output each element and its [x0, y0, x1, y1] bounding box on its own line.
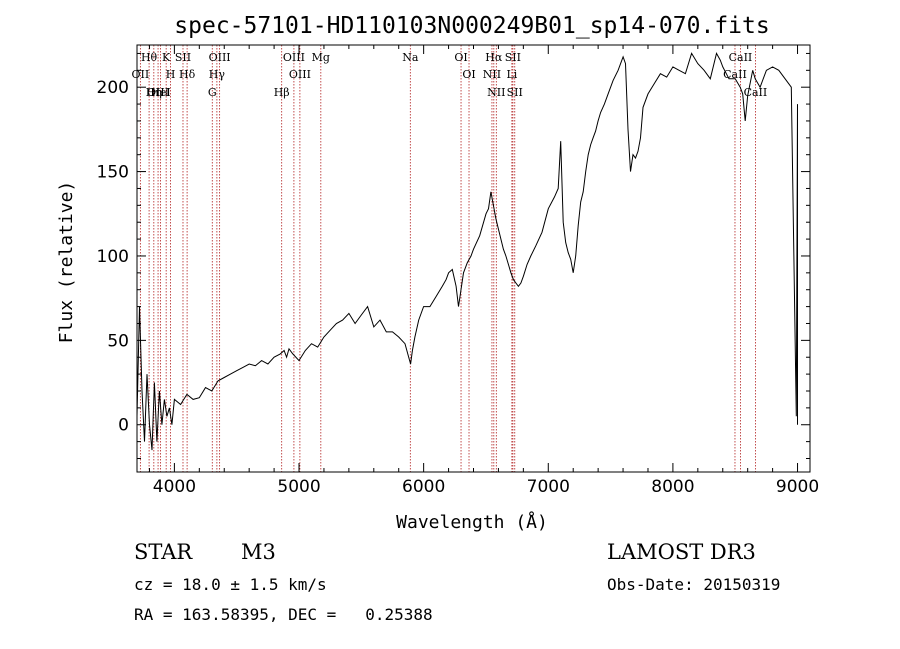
survey-name: LAMOST DR3 [607, 540, 756, 564]
y-tick-label: 150 [97, 163, 129, 183]
emission-line-label: OIII [209, 51, 231, 64]
emission-line-label: OIII [283, 51, 305, 64]
plot-frame [136, 44, 811, 473]
emission-line-label: HeI [150, 86, 170, 99]
x-tick-label: 8000 [651, 477, 694, 497]
x-axis-ticks: 4000 5000 6000 7000 8000 9000 [148, 45, 819, 497]
emission-line-markers [139, 45, 756, 472]
observation-date: Obs-Date: 20150319 [607, 575, 781, 594]
emission-line-label: SII [507, 86, 523, 99]
x-axis-label: Wavelength (Å) [396, 511, 548, 533]
emission-line-label: K [162, 51, 171, 64]
emission-line-label: Hα [485, 51, 503, 64]
object-class: STAR [134, 540, 193, 564]
emission-line-label: H [166, 68, 176, 81]
x-tick-label: 7000 [527, 477, 570, 497]
emission-line-label: CaII [744, 86, 768, 99]
emission-line-label: NII [483, 68, 501, 81]
y-tick-label: 200 [97, 78, 129, 98]
emission-line-label: CaII [723, 68, 747, 81]
emission-line-label: SII [505, 51, 521, 64]
emission-line-label: Li [506, 68, 517, 81]
emission-line-label: OII [132, 68, 150, 81]
y-axis-label: Flux (relative) [56, 181, 77, 344]
emission-line-label: OI [462, 68, 475, 81]
object-subclass: M3 [241, 540, 276, 564]
emission-line-labels: HθOIIOIIIHeIKHηHSIIHδOIIIHγGOIIIOIIIHβMg… [132, 51, 768, 99]
y-tick-label: 100 [97, 247, 129, 267]
chart-title: spec-57101-HD110103N000249B01_sp14-070.f… [174, 13, 769, 39]
x-tick-label: 5000 [277, 477, 320, 497]
emission-line-label: Hδ [179, 68, 196, 81]
redshift-cz: cz = 18.0 ± 1.5 km/s [134, 575, 327, 594]
x-tick-label: 6000 [402, 477, 445, 497]
emission-line-label: Hγ [209, 68, 226, 81]
emission-line-label: Mg [312, 51, 330, 64]
emission-line-label: OIII [147, 86, 169, 99]
x-tick-label: 4000 [153, 477, 196, 497]
emission-line-label: Hθ [141, 51, 158, 64]
spectrum-line [136, 52, 798, 451]
y-axis-ticks: 0 50 100 150 200 [97, 52, 810, 459]
emission-line-label: Na [402, 51, 419, 64]
y-tick-label: 50 [107, 331, 129, 351]
emission-line-label: Hη [146, 86, 162, 99]
emission-line-label: G [208, 86, 217, 99]
y-tick-label: 0 [118, 416, 129, 436]
ra-dec: RA = 163.58395, DEC = 0.25388 [134, 605, 433, 624]
x-tick-label: 9000 [776, 477, 819, 497]
emission-line-label: NII [487, 86, 505, 99]
emission-line-label: OIII [289, 68, 311, 81]
emission-line-label: SII [175, 51, 191, 64]
emission-line-label: OI [454, 51, 467, 64]
emission-line-label: CaII [729, 51, 753, 64]
emission-line-label: Hβ [274, 86, 290, 99]
